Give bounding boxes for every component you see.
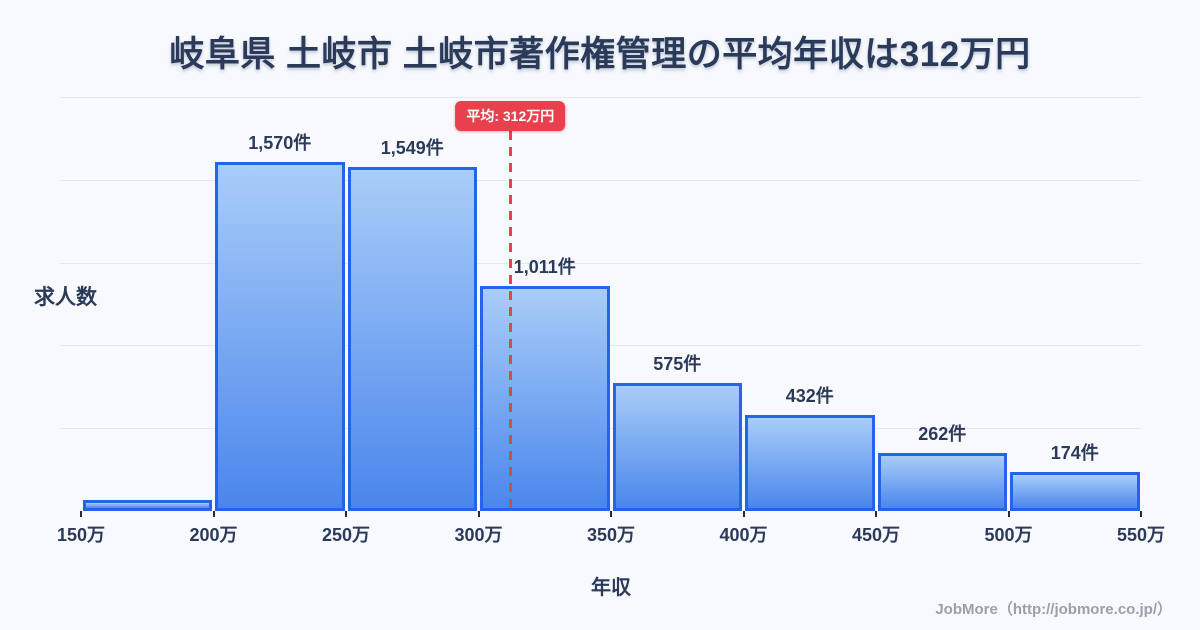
x-axis-tick: [212, 511, 215, 517]
x-tick-label: 250万: [321, 525, 371, 545]
grid-line: [60, 97, 1141, 98]
grid-line: [60, 179, 1141, 181]
x-tick-label: 450万: [851, 525, 901, 545]
bar-value-label: 432件: [785, 386, 834, 406]
x-tick-label: 500万: [984, 525, 1033, 545]
x-tick-label: 550万: [1116, 525, 1166, 545]
bar-value-label: 1,549件: [380, 138, 444, 158]
histogram-bar: [480, 286, 610, 511]
bar-value-label: 575件: [653, 354, 702, 374]
x-axis-tick: [1140, 511, 1142, 517]
bar-value-label: 174件: [1050, 443, 1099, 463]
x-tick-label: 300万: [454, 525, 503, 545]
x-tick-label: 150万: [56, 525, 106, 545]
y-axis-label: 求人数: [34, 286, 97, 309]
footer-credit: JobMore（http://jobmore.co.jp/）: [935, 601, 1172, 618]
histogram-bar: [215, 162, 345, 511]
x-tick-label: 400万: [719, 525, 768, 545]
plot-area: 1,570件 1,549件 1,011件 575件 432件 262件 174件 150万 20…: [57, 97, 1165, 545]
x-axis-label: 年収: [591, 577, 631, 599]
bar-value-label: 1,570件: [248, 133, 312, 153]
bar-value-label: 1,011件: [513, 257, 576, 277]
x-tick-label: 350万: [586, 525, 636, 545]
average-line: [508, 131, 512, 511]
histogram-bar: [347, 167, 477, 511]
x-axis-tick: [610, 511, 612, 517]
chart-title: 岐阜県 土岐市 土岐市著作権管理の平均年収は312万円: [169, 35, 1031, 74]
histogram-bar: [612, 383, 742, 511]
x-tick-label: 200万: [189, 525, 238, 545]
x-axis-tick: [742, 511, 745, 517]
x-axis-tick: [80, 511, 82, 517]
x-axis-tick: [477, 511, 480, 517]
grid-line: [60, 262, 1141, 264]
histogram-bar: [1010, 472, 1140, 511]
x-axis-tick: [875, 511, 877, 517]
average-badge: 平均: 312万円: [455, 101, 566, 131]
x-axis-tick: [345, 511, 347, 517]
x-axis-tick: [1007, 511, 1010, 517]
histogram-bar: [82, 500, 212, 511]
histogram-bar: [877, 453, 1007, 511]
bar-value-label: 262件: [918, 424, 967, 444]
histogram-bar: [745, 415, 875, 511]
